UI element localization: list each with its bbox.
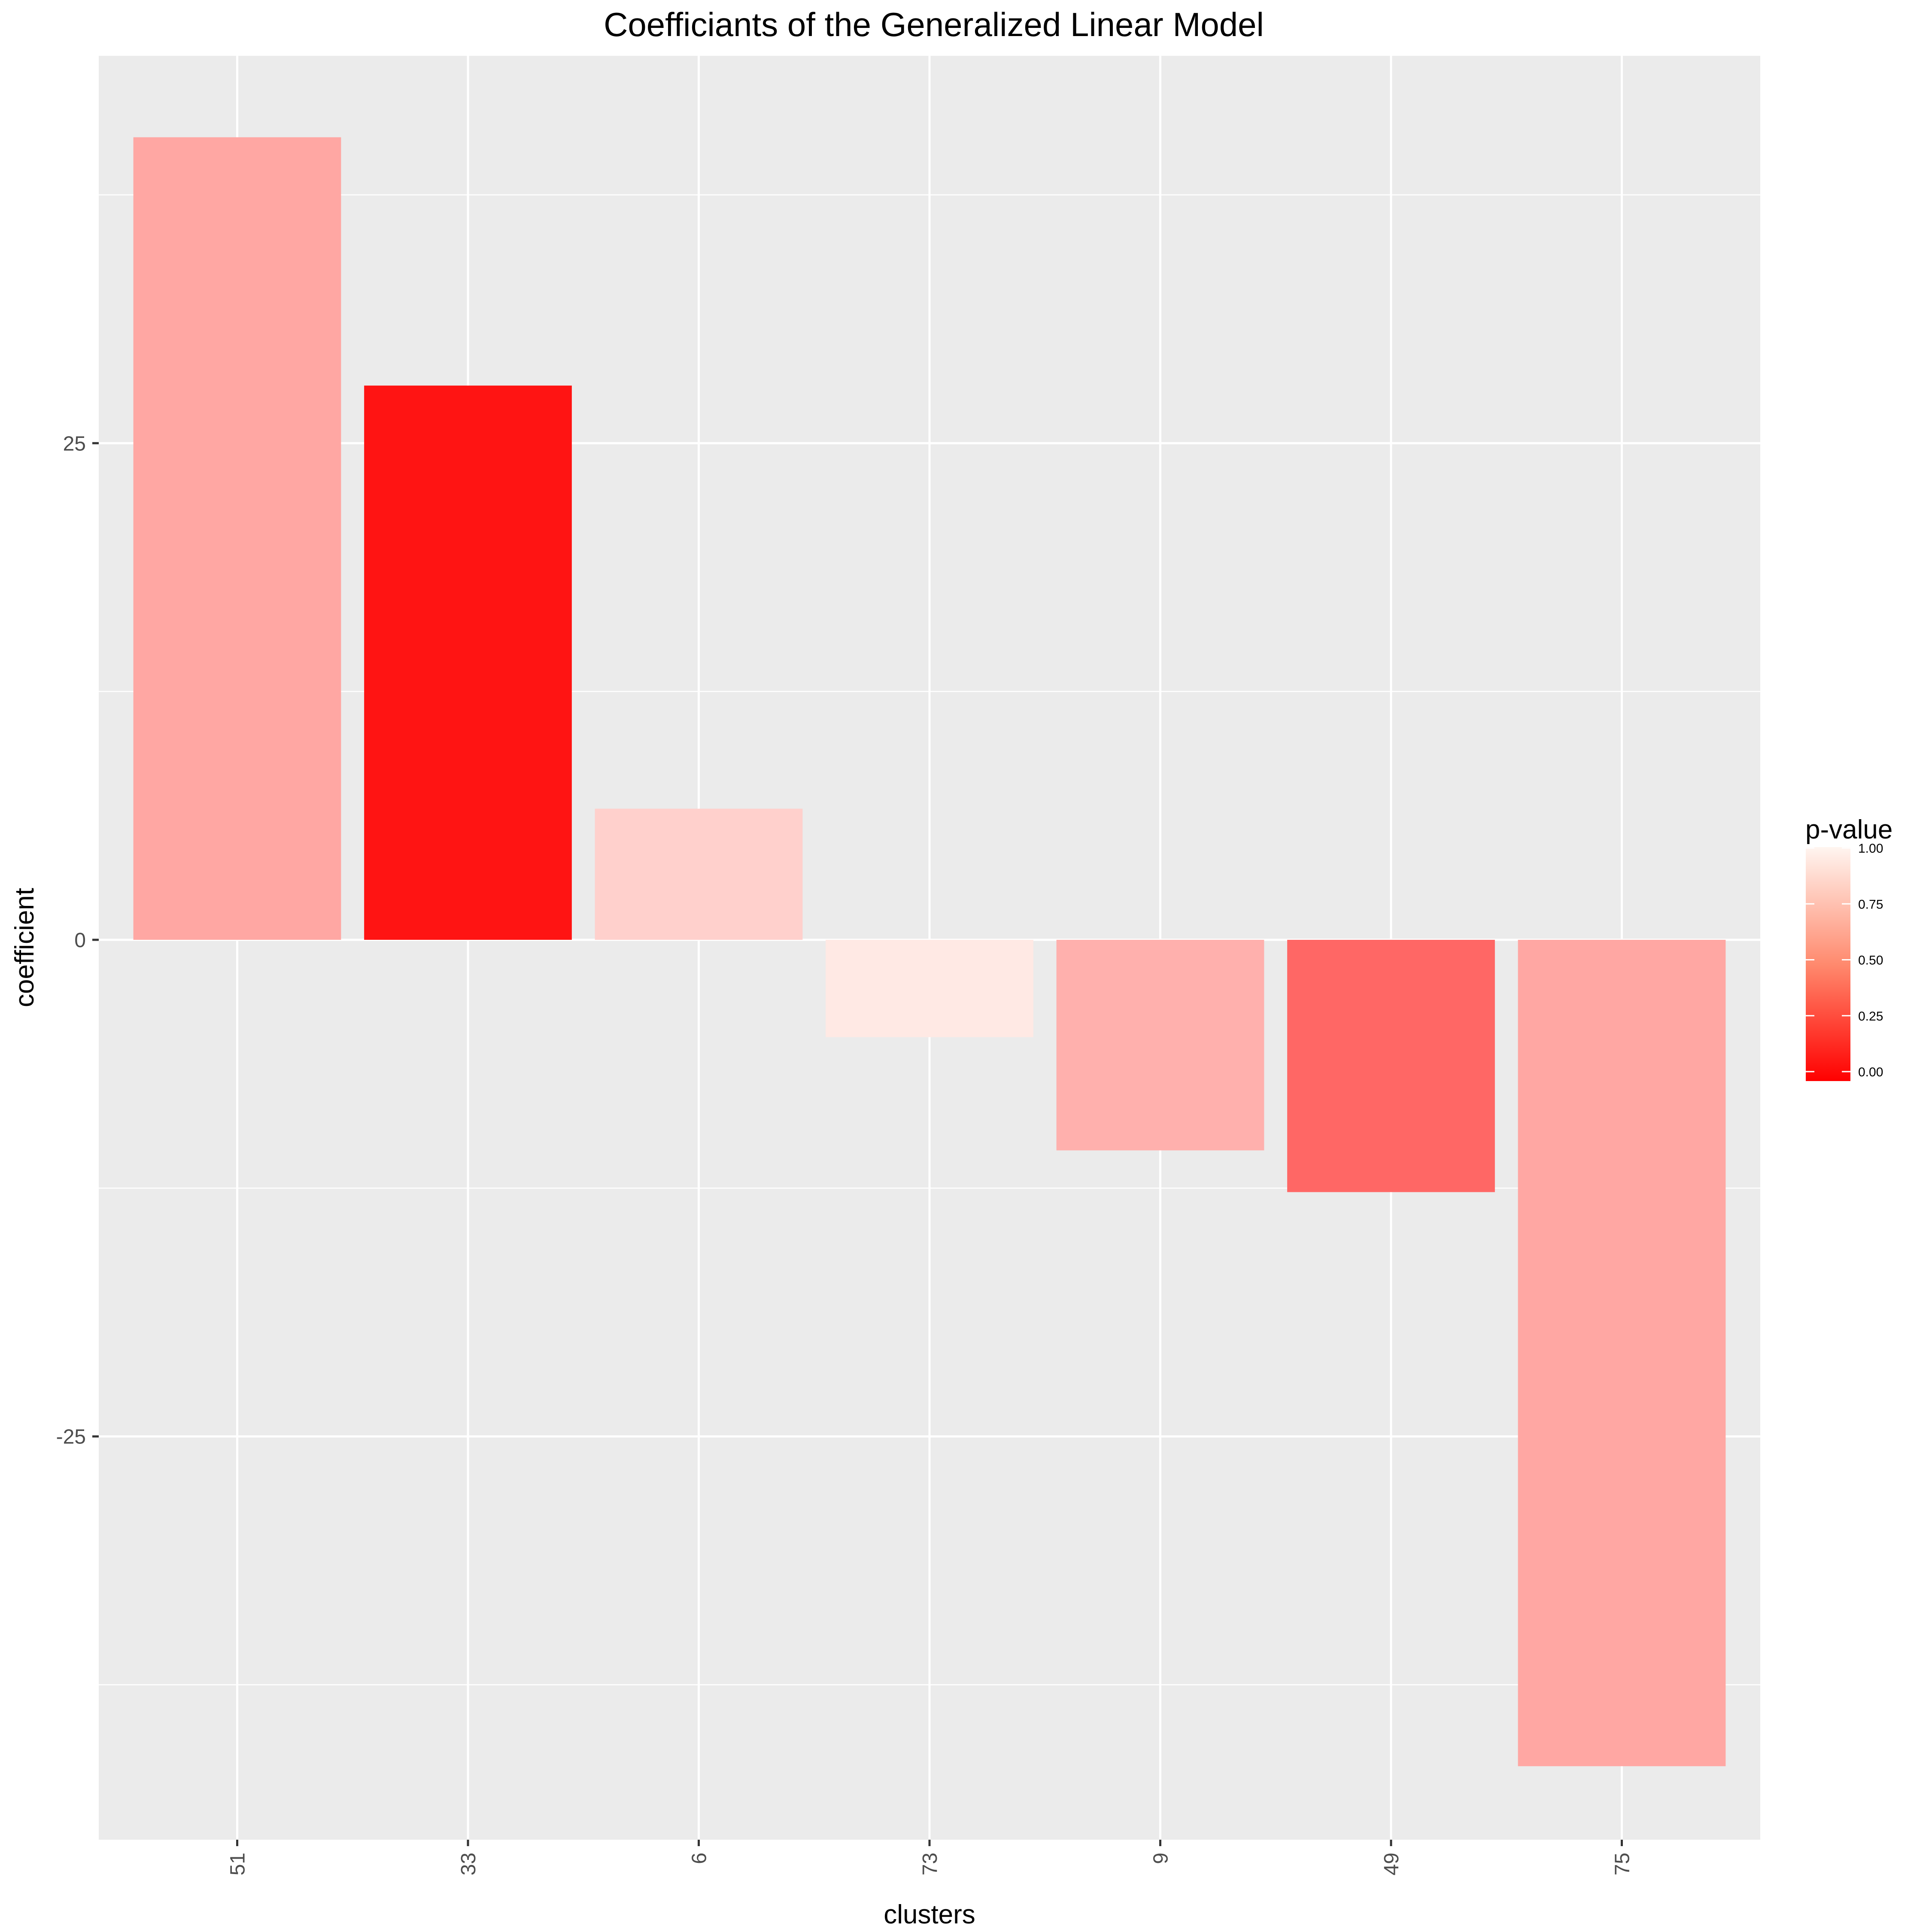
x-tick-label: 75 — [1611, 1853, 1634, 1875]
p-value-legend: p-value 1.00 0.75 0.50 0.25 0.00 — [1805, 815, 1893, 1081]
legend-ticks: 1.00 0.75 0.50 0.25 0.00 — [1806, 841, 1883, 1079]
x-tick-label: 73 — [919, 1853, 942, 1875]
bar-cluster-33 — [364, 386, 572, 940]
x-axis: 51 33 6 73 9 49 75 — [227, 1840, 1634, 1875]
x-tick-label: 6 — [688, 1853, 711, 1864]
x-axis-title: clusters — [884, 1900, 975, 1929]
legend-title: p-value — [1805, 815, 1893, 844]
legend-tick-label: 0.75 — [1858, 897, 1883, 911]
chart-title: Coefficiants of the Generalized Linear M… — [604, 6, 1264, 43]
legend-tick-label: 0.00 — [1858, 1065, 1883, 1079]
x-tick-label: 9 — [1150, 1853, 1173, 1864]
bar-cluster-9 — [1056, 939, 1264, 1151]
x-tick-label: 49 — [1380, 1853, 1403, 1875]
bars — [133, 137, 1726, 1766]
legend-tick-label: 0.25 — [1858, 1009, 1883, 1024]
bar-cluster-75 — [1518, 939, 1726, 1766]
legend-colorbar — [1806, 847, 1850, 1081]
bar-cluster-49 — [1287, 939, 1495, 1192]
bar-cluster-6 — [595, 808, 803, 940]
y-tick-label: 25 — [63, 432, 86, 455]
legend-tick-label: 0.50 — [1858, 954, 1883, 968]
x-tick-label: 51 — [227, 1853, 249, 1875]
y-tick-label: 0 — [74, 929, 86, 952]
bar-cluster-73 — [826, 939, 1033, 1037]
y-axis: 25 0 -25 — [56, 432, 99, 1449]
y-tick-label: -25 — [56, 1426, 86, 1449]
y-axis-title: coefficient — [10, 888, 39, 1007]
x-tick-label: 33 — [457, 1853, 480, 1875]
bar-cluster-51 — [133, 137, 341, 940]
legend-tick-label: 1.00 — [1858, 841, 1883, 856]
